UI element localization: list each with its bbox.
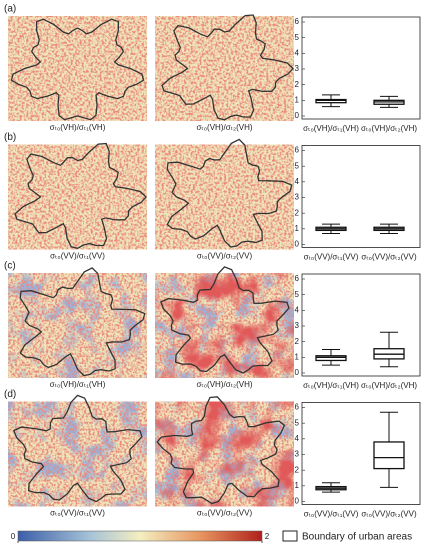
map-caption: σₜ₀(VV)/σₜ₁(VV): [50, 252, 105, 261]
legend-swatch: [282, 530, 298, 542]
map-caption: σₜ₀(VH)/σₜ₁(VH): [50, 380, 106, 389]
urban-boundary: [166, 138, 293, 248]
x-tick-label: σₜ₀(VV)/σₜ₁(VV): [304, 253, 359, 262]
panel-label: (c): [4, 261, 16, 272]
map-caption: σₜ₀(VV)/σₜ₂(VV): [197, 509, 253, 518]
map-noise: [8, 401, 147, 507]
y-tick-label: 2: [295, 465, 300, 474]
map-noise: [8, 144, 147, 250]
box: [373, 331, 405, 368]
colorbar: [17, 530, 263, 542]
y-tick-label: 3: [295, 450, 300, 459]
map-hot: [155, 273, 294, 378]
urban-boundary: [160, 266, 290, 374]
y-tick-label: 3: [295, 64, 300, 73]
map-caption: σₜ₀(VV)/σₜ₁(VV): [50, 509, 105, 518]
urban-boundary: [156, 396, 286, 505]
y-tick-label: 5: [295, 290, 300, 299]
box: [373, 95, 405, 108]
box: [315, 223, 347, 235]
box: [373, 223, 405, 235]
plot-frame: [301, 273, 421, 377]
y-tick-label: 1: [295, 224, 300, 233]
x-tick-label: σₜ₀(VV)/σₜ₂(VV): [361, 510, 417, 519]
x-tick-label: σₜ₀(VV)/σₜ₁(VV): [304, 510, 359, 519]
y-tick-label: 5: [295, 161, 300, 170]
y-tick-label: 4: [295, 305, 300, 314]
y-tick-label: 0: [295, 111, 300, 120]
plot-frame: [301, 145, 421, 248]
y-tick-label: 0: [295, 240, 300, 249]
map-noise: [8, 16, 147, 121]
box: [315, 349, 347, 366]
plot-frame: [301, 16, 421, 120]
y-tick-label: 1: [295, 481, 300, 490]
box-body: [315, 98, 347, 104]
urban-boundary: [19, 267, 146, 377]
box: [315, 94, 347, 108]
colorbar-tick-label: 2: [265, 532, 270, 541]
x-tick-label: σₜ₀(VH)/σₜ₁(VH): [303, 124, 359, 133]
y-tick-label: 4: [295, 177, 300, 186]
x-tick-label: σₜ₀(VH)/σₜ₂(VH): [361, 124, 417, 133]
map-caption: σₜ₀(VH)/σₜ₁(VH): [50, 123, 106, 132]
plot-frame: [301, 402, 421, 505]
y-tick-label: 0: [295, 368, 300, 377]
y-tick-label: 5: [295, 418, 300, 427]
y-tick-label: 5: [295, 33, 300, 42]
y-tick-label: 4: [295, 48, 300, 57]
y-tick-label: 2: [295, 80, 300, 89]
y-tick-label: 6: [295, 403, 300, 412]
colorbar-tick-label: 0: [11, 532, 16, 541]
box: [373, 411, 405, 488]
box: [315, 482, 347, 493]
urban-boundary: [161, 14, 294, 121]
panel-label: (d): [4, 389, 16, 400]
map-noise: [155, 16, 294, 121]
x-tick-label: σₜ₀(VV)/σₜ₂(VV): [361, 253, 417, 262]
y-tick-label: 6: [295, 146, 300, 155]
x-tick-label: σₜ₀(VH)/σₜ₁(VH): [303, 381, 359, 390]
box-body: [373, 441, 405, 470]
panel-label: (b): [4, 132, 16, 143]
y-tick-label: 4: [295, 434, 300, 443]
x-tick-label: σₜ₀(VH)/σₜ₂(VH): [361, 381, 417, 390]
map-caption: σₜ₀(VV)/σₜ₂(VV): [197, 252, 253, 261]
map-caption: σₜ₀(VH)/σₜ₂(VH): [196, 380, 252, 389]
y-tick-label: 1: [295, 352, 300, 361]
y-tick-label: 2: [295, 208, 300, 217]
y-tick-label: 1: [295, 95, 300, 104]
y-tick-label: 3: [295, 193, 300, 202]
y-tick-label: 6: [295, 274, 300, 283]
urban-boundary: [10, 18, 145, 121]
legend-label: Boundary of urban areas: [302, 532, 412, 543]
y-tick-label: 0: [295, 497, 300, 506]
y-tick-label: 6: [295, 17, 300, 26]
urban-boundary: [13, 394, 143, 503]
map-hot: [155, 401, 294, 507]
map-caption: σₜ₀(VH)/σₜ₂(VH): [196, 123, 252, 132]
y-tick-label: 2: [295, 337, 300, 346]
panel-label: (a): [4, 4, 16, 15]
box-body: [315, 355, 347, 362]
y-tick-label: 3: [295, 321, 300, 330]
urban-boundary: [14, 142, 147, 249]
